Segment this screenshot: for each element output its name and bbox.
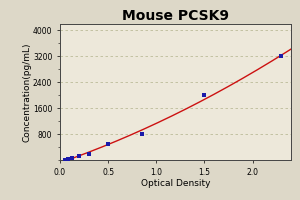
Point bbox=[202, 94, 207, 97]
Point bbox=[77, 155, 82, 158]
Point bbox=[140, 132, 144, 136]
Point bbox=[69, 156, 74, 160]
Title: Mouse PCSK9: Mouse PCSK9 bbox=[122, 9, 229, 23]
Point bbox=[65, 158, 70, 161]
X-axis label: Optical Density: Optical Density bbox=[141, 179, 210, 188]
Point bbox=[106, 142, 110, 145]
Y-axis label: Concentration(pg/mL): Concentration(pg/mL) bbox=[22, 42, 32, 142]
Point bbox=[86, 152, 91, 155]
Point bbox=[62, 158, 67, 162]
Point bbox=[279, 55, 284, 58]
